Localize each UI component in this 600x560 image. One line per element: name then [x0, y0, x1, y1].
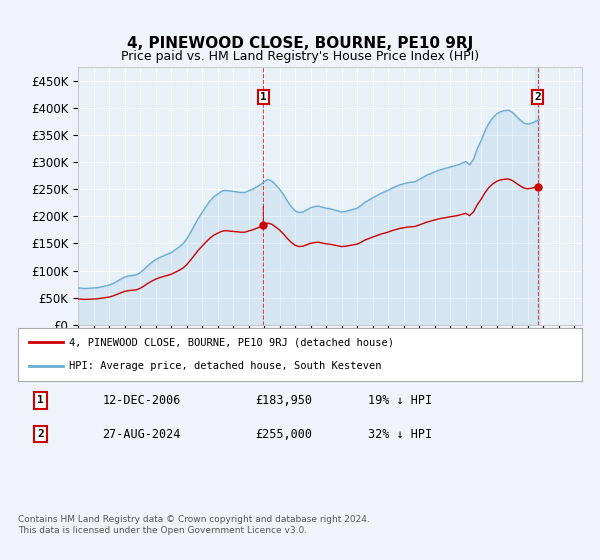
Text: 1: 1 — [37, 395, 44, 405]
Text: 2: 2 — [535, 92, 541, 102]
Text: 1: 1 — [260, 92, 266, 102]
Text: 27-AUG-2024: 27-AUG-2024 — [103, 427, 181, 441]
Text: £255,000: £255,000 — [255, 427, 312, 441]
Text: 19% ↓ HPI: 19% ↓ HPI — [368, 394, 432, 407]
Text: HPI: Average price, detached house, South Kesteven: HPI: Average price, detached house, Sout… — [69, 361, 381, 371]
Text: 4, PINEWOOD CLOSE, BOURNE, PE10 9RJ (detached house): 4, PINEWOOD CLOSE, BOURNE, PE10 9RJ (det… — [69, 338, 394, 348]
Text: Contains HM Land Registry data © Crown copyright and database right 2024.
This d: Contains HM Land Registry data © Crown c… — [18, 515, 370, 535]
Text: 4, PINEWOOD CLOSE, BOURNE, PE10 9RJ: 4, PINEWOOD CLOSE, BOURNE, PE10 9RJ — [127, 36, 473, 52]
Text: Price paid vs. HM Land Registry's House Price Index (HPI): Price paid vs. HM Land Registry's House … — [121, 50, 479, 63]
Text: 32% ↓ HPI: 32% ↓ HPI — [368, 427, 432, 441]
Text: 2: 2 — [37, 429, 44, 439]
Text: £183,950: £183,950 — [255, 394, 312, 407]
Text: 12-DEC-2006: 12-DEC-2006 — [103, 394, 181, 407]
